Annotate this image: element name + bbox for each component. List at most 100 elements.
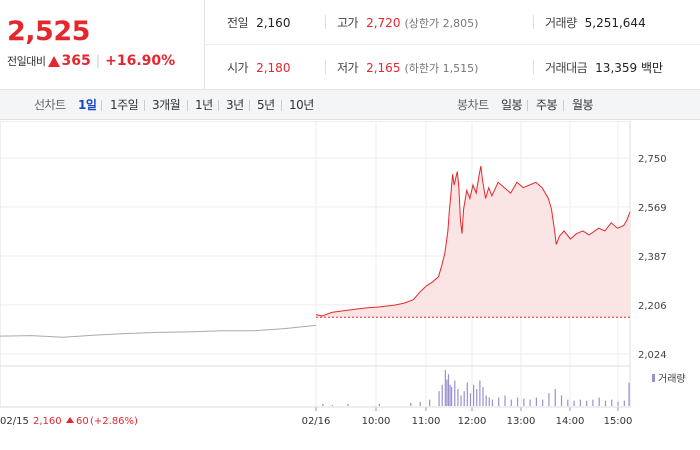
volume-bar (451, 386, 453, 406)
x-tick-label: 12:00 (458, 416, 487, 427)
tab-separator (527, 100, 528, 111)
volume-bars (322, 370, 630, 406)
divider (533, 15, 534, 29)
volume-bar (611, 399, 613, 406)
volume: 거래량 5,251,644 (545, 0, 646, 45)
volume-bar (628, 382, 630, 406)
volume-bar (482, 386, 484, 406)
volume-bar (476, 389, 478, 406)
y-axis-labels: 2,750 2,569 2,387 2,206 2,024 (638, 154, 667, 361)
volume-bar (447, 374, 450, 406)
open-price: 시가 2,180 (227, 45, 290, 90)
volume-value: 5,251,644 (584, 15, 646, 30)
prev-day-close: 2,160 (33, 416, 62, 427)
today-price-line (315, 166, 631, 317)
x-tick-label: 14:00 (556, 416, 585, 427)
tab-3year[interactable]: 3년 (226, 98, 244, 112)
volume-bar (322, 403, 324, 406)
tab-separator (187, 100, 188, 111)
volume-bar (378, 403, 380, 406)
tab-separator (144, 100, 145, 111)
volume-bar (469, 393, 472, 406)
volume-bar (573, 400, 575, 406)
volume-label: 거래량 (545, 16, 577, 30)
line-chart-label: 선차트 (34, 98, 66, 112)
tab-separator (249, 100, 250, 111)
volume-bar (548, 393, 550, 406)
volume-bar (579, 399, 581, 406)
volume-bar (523, 398, 525, 406)
volume-bar (598, 397, 600, 406)
volume-bar (542, 399, 544, 406)
current-price: 2,525 (7, 16, 90, 47)
intraday-chart: 2,750 2,569 2,387 2,206 2,024 거래량 02/16 10:00… (0, 121, 700, 450)
change-rate: +16.90% (105, 53, 176, 69)
volume-plot-border (0, 365, 631, 408)
tab-daily-candle[interactable]: 일봉 (501, 98, 523, 112)
prev-day-date: 02/15 (0, 416, 29, 427)
price-box: 2,525 전일대비 365 | +16.90% (0, 0, 205, 90)
tab-1week[interactable]: 1주일 (110, 98, 139, 112)
x-tick-label: 15:00 (604, 416, 633, 427)
tab-separator (563, 100, 564, 111)
volume-bar (510, 399, 512, 406)
change-label: 전일대비 (7, 55, 46, 68)
low-value: 2,165 (366, 60, 401, 75)
amount-value: 13,359 백만 (595, 61, 664, 75)
prev-day-rate: (+2.86%) (90, 416, 138, 427)
change-amount-value: 365 (61, 53, 91, 69)
prev-day-line (0, 324, 317, 338)
volume-bar (485, 395, 487, 406)
volume-bar (457, 389, 459, 406)
volume-bar (592, 399, 594, 406)
volume-bar (463, 391, 465, 406)
y-tick-label: 2,024 (638, 350, 667, 361)
low-label: 저가 (337, 61, 359, 75)
tab-1year[interactable]: 1년 (195, 98, 213, 112)
volume-bar (446, 379, 448, 406)
tab-10year[interactable]: 10년 (289, 98, 314, 112)
volume-bar (554, 389, 556, 406)
tab-3month[interactable]: 3개월 (152, 98, 181, 112)
volume-bar (438, 391, 440, 406)
today-area-fill (316, 166, 630, 318)
divider (325, 15, 326, 29)
candle-chart-label: 봉차트 (457, 98, 489, 112)
volume-bar (535, 397, 537, 406)
volume-bar (504, 395, 506, 406)
lower-limit: (하한가 1,515) (404, 61, 479, 75)
volume-bar (623, 400, 625, 406)
y-tick-label: 2,569 (638, 203, 667, 214)
volume-bar (479, 380, 481, 406)
volume-bar (567, 399, 569, 406)
high-value: 2,720 (366, 15, 401, 30)
prev-day-change: 60 (76, 416, 89, 427)
change-amount: 365 (45, 53, 91, 69)
prev-day-up-icon (66, 417, 74, 423)
x-tick-label: 10:00 (362, 416, 391, 427)
x-tick-label: 13:00 (507, 416, 536, 427)
volume-bar (429, 399, 431, 406)
open-label: 시가 (227, 61, 249, 75)
tab-monthly-candle[interactable]: 월봉 (572, 98, 594, 112)
intraday-chart-svg: 2,750 2,569 2,387 2,206 2,024 거래량 02/16 10:00… (0, 121, 686, 427)
tab-separator (281, 100, 282, 111)
volume-bar (529, 399, 531, 406)
change-row: 전일대비 365 | +16.90% (7, 53, 175, 69)
volume-bar (560, 395, 563, 406)
tab-5year[interactable]: 5년 (257, 98, 275, 112)
tab-separator (101, 100, 102, 111)
prev-day-summary: 02/15 2,160 60 (+2.86%) (0, 416, 138, 427)
tab-1day[interactable]: 1일 (78, 98, 97, 112)
volume-bar (444, 370, 446, 406)
change-separator: | (95, 53, 101, 69)
low-price: 저가 2,165 (하한가 1,515) (337, 45, 478, 90)
tab-weekly-candle[interactable]: 주봉 (536, 98, 558, 112)
volume-bar (466, 382, 468, 406)
volume-bar (498, 397, 500, 406)
volume-legend-swatch (652, 374, 655, 382)
info-row-2: 시가 2,180 저가 2,165 (하한가 1,515) 거래대금 13,35… (205, 45, 700, 90)
open-value: 2,180 (256, 60, 291, 75)
volume-bar (460, 395, 462, 406)
prev-close-value: 2,160 (256, 15, 291, 30)
